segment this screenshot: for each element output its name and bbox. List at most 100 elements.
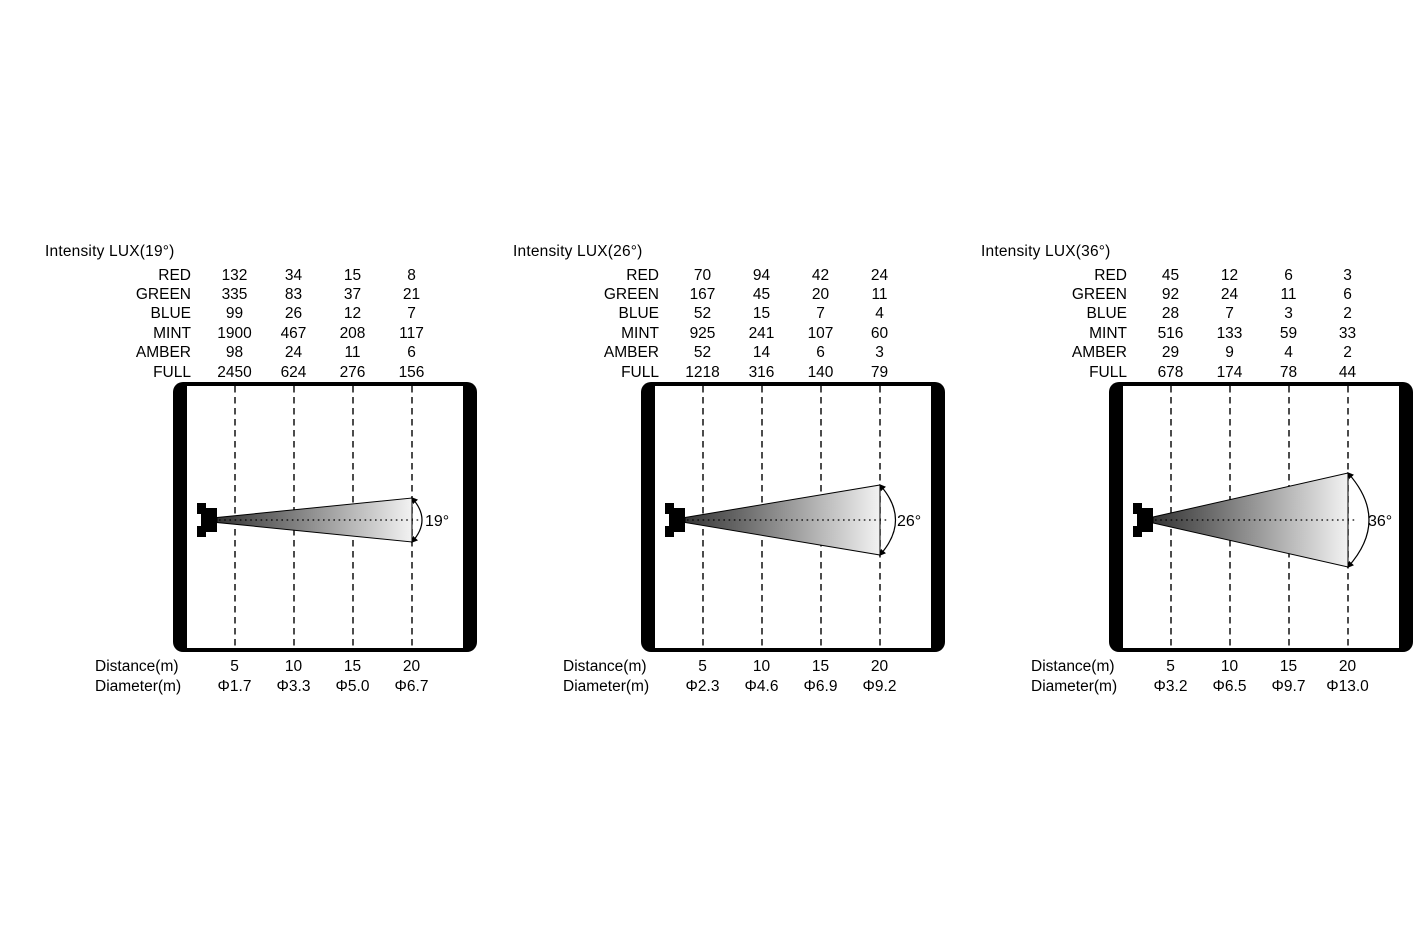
lux-value: 26 xyxy=(284,305,303,323)
diameter-value: Φ3.2 xyxy=(1153,678,1188,696)
diameter-value: Φ9.7 xyxy=(1271,678,1306,696)
lux-value: 7 xyxy=(407,305,416,323)
intensity-table: RED 70 94 42 24 GREEN 167 45 20 11 BLUE … xyxy=(513,266,909,382)
table-row: MINT 925 241 107 60 xyxy=(513,324,909,343)
beam-diagram: 36° xyxy=(1109,382,1413,653)
lux-value: 24 xyxy=(870,266,889,284)
fixture-icon xyxy=(197,503,217,538)
lux-value: 2 xyxy=(1343,305,1352,323)
diameter-value: Φ6.7 xyxy=(394,678,429,696)
panel-36deg: Intensity LUX(36°) RED 45 12 6 3 GREEN 9… xyxy=(981,242,1417,697)
color-row-label: BLUE xyxy=(150,305,192,323)
distance-row: Distance(m) 5 10 15 20 xyxy=(45,657,481,677)
lux-value: 2450 xyxy=(217,363,252,381)
table-row: GREEN 335 83 37 21 xyxy=(45,285,441,304)
diameter-label: Diameter(m) xyxy=(95,678,182,696)
lux-value: 15 xyxy=(343,266,362,284)
color-row-label: AMBER xyxy=(1071,344,1127,362)
lux-value: 6 xyxy=(1343,286,1352,304)
diameter-value: Φ1.7 xyxy=(217,678,252,696)
diameter-label: Diameter(m) xyxy=(563,678,650,696)
lux-value: 2 xyxy=(1343,344,1352,362)
table-row: AMBER 52 14 6 3 xyxy=(513,344,909,363)
color-row-label: MINT xyxy=(621,324,659,342)
lux-value: 3 xyxy=(875,344,884,362)
table-row: BLUE 28 7 3 2 xyxy=(981,305,1377,324)
lux-value: 34 xyxy=(284,266,303,284)
panel-title: Intensity LUX(26°) xyxy=(513,243,643,260)
lux-value: 132 xyxy=(221,266,248,284)
table-row: RED 70 94 42 24 xyxy=(513,266,909,285)
beam-angle-label: 36° xyxy=(1368,513,1392,530)
lux-value: 174 xyxy=(1216,363,1243,381)
distance-row: Distance(m) 5 10 15 20 xyxy=(513,657,949,677)
color-row-label: RED xyxy=(158,266,191,284)
lux-value: 28 xyxy=(1161,305,1180,323)
lux-value: 12 xyxy=(343,305,362,323)
diameter-row: Diameter(m) Φ3.2 Φ6.5 Φ9.7 Φ13.0 xyxy=(981,677,1417,697)
intensity-table: RED 132 34 15 8 GREEN 335 83 37 21 BLUE … xyxy=(45,266,441,382)
diameter-value: Φ6.5 xyxy=(1212,678,1247,696)
lux-value: 208 xyxy=(339,324,366,342)
lux-value: 44 xyxy=(1338,363,1357,381)
color-row-label: FULL xyxy=(621,363,659,381)
beam-angle-label: 19° xyxy=(425,513,449,530)
photometric-diagrams: Intensity LUX(19°) RED 132 34 15 8 GREEN… xyxy=(45,242,1417,697)
diameter-row: Diameter(m) Φ1.7 Φ3.3 Φ5.0 Φ6.7 xyxy=(45,677,481,697)
lux-value: 316 xyxy=(748,363,775,381)
table-row: RED 45 12 6 3 xyxy=(981,266,1377,285)
lux-value: 1218 xyxy=(685,363,720,381)
lux-value: 52 xyxy=(693,344,712,362)
lux-value: 6 xyxy=(407,344,416,362)
distance-row: Distance(m) 5 10 15 20 xyxy=(981,657,1417,677)
lux-value: 79 xyxy=(870,363,889,381)
table-row: MINT 1900 467 208 117 xyxy=(45,324,441,343)
lux-value: 29 xyxy=(1161,344,1180,362)
beam-angle-label: 26° xyxy=(897,513,921,530)
color-row-label: BLUE xyxy=(618,305,660,323)
table-row: AMBER 29 9 4 2 xyxy=(981,344,1377,363)
lux-value: 4 xyxy=(875,305,884,323)
lux-value: 37 xyxy=(343,286,362,304)
table-row: FULL 1218 316 140 79 xyxy=(513,363,909,382)
lux-value: 98 xyxy=(225,344,244,362)
lux-value: 24 xyxy=(284,344,303,362)
distance-value: 5 xyxy=(1166,658,1175,676)
panel-title: Intensity LUX(19°) xyxy=(45,243,175,260)
lux-value: 42 xyxy=(811,266,830,284)
table-row: BLUE 99 26 12 7 xyxy=(45,305,441,324)
lux-value: 3 xyxy=(1284,305,1293,323)
table-row: MINT 516 133 59 33 xyxy=(981,324,1377,343)
lux-value: 335 xyxy=(221,286,248,304)
lux-value: 9 xyxy=(1225,344,1234,362)
diameter-value: Φ5.0 xyxy=(335,678,370,696)
distance-value: 5 xyxy=(698,658,707,676)
lux-value: 6 xyxy=(1284,266,1293,284)
lux-value: 4 xyxy=(1284,344,1293,362)
diameter-value: Φ13.0 xyxy=(1326,678,1369,696)
angle-arc xyxy=(1347,472,1370,569)
color-row-label: MINT xyxy=(153,324,191,342)
lux-value: 45 xyxy=(1161,266,1180,284)
angle-arc xyxy=(879,484,897,557)
color-row-label: GREEN xyxy=(1071,286,1127,304)
table-row: FULL 2450 624 276 156 xyxy=(45,363,441,382)
lux-value: 52 xyxy=(693,305,712,323)
color-row-label: MINT xyxy=(1089,324,1127,342)
table-row: GREEN 92 24 11 6 xyxy=(981,285,1377,304)
lux-value: 1900 xyxy=(217,324,252,342)
distance-label: Distance(m) xyxy=(1031,658,1115,676)
lux-value: 33 xyxy=(1338,324,1357,342)
color-row-label: FULL xyxy=(153,363,191,381)
distance-label: Distance(m) xyxy=(95,658,179,676)
diameter-value: Φ3.3 xyxy=(276,678,311,696)
fixture-icon xyxy=(1133,503,1153,538)
lux-value: 276 xyxy=(339,363,366,381)
lux-value: 516 xyxy=(1157,324,1184,342)
intensity-table: RED 45 12 6 3 GREEN 92 24 11 6 BLUE 28 7… xyxy=(981,266,1377,382)
lux-value: 78 xyxy=(1279,363,1298,381)
color-row-label: AMBER xyxy=(135,344,191,362)
panel-19deg: Intensity LUX(19°) RED 132 34 15 8 GREEN… xyxy=(45,242,481,697)
diameter-row: Diameter(m) Φ2.3 Φ4.6 Φ6.9 Φ9.2 xyxy=(513,677,949,697)
color-row-label: AMBER xyxy=(603,344,659,362)
